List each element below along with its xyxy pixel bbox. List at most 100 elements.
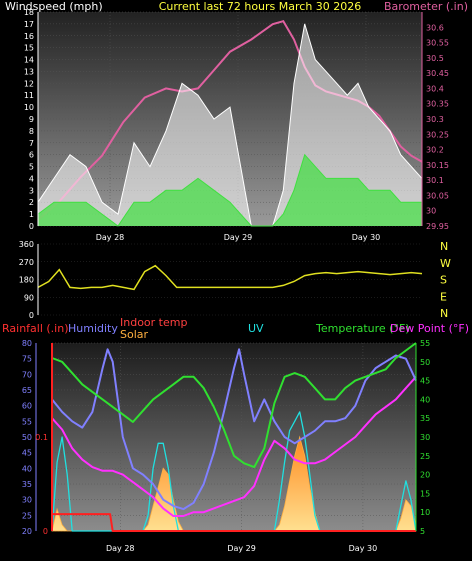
rain-tick-labels: 00.1 — [35, 433, 48, 536]
barometer-tick: 30.5 — [426, 54, 444, 63]
temp-tick: 30 — [420, 433, 430, 442]
direction-tick-labels: 0 90 180 270 360 — [19, 240, 34, 320]
barometer-axis-label: Barometer (.in) — [384, 0, 468, 13]
barometer-tick: 30.4 — [426, 84, 444, 93]
wind-axis-label: Windspeed (mph) — [5, 0, 103, 13]
wind-tick: 13 — [24, 67, 34, 76]
humidity-tick: 65 — [22, 386, 32, 395]
wind-tick: 10 — [24, 103, 34, 112]
temp-tick: 45 — [420, 377, 430, 386]
temp-tick: 5 — [420, 527, 425, 536]
wind-tick: 2 — [29, 198, 34, 207]
barometer-tick: 30.45 — [426, 69, 449, 78]
wind-x-tick: Day 30 — [352, 233, 381, 242]
series-barometer-line — [37, 20, 423, 221]
humidity-tick: 55 — [22, 417, 32, 426]
direction-panel-series — [37, 264, 423, 291]
indoor-temp-label: Indoor temp — [120, 316, 187, 329]
barometer-tick: 30.05 — [426, 191, 449, 200]
humidity-tick: 40 — [22, 464, 32, 473]
rain-tick: 0 — [43, 527, 48, 536]
humidity-label: Humidity — [68, 322, 118, 335]
wind-tick: 9 — [29, 115, 34, 124]
barometer-tick: 30.35 — [426, 100, 449, 109]
barometer-tick: 30.2 — [426, 146, 444, 155]
temp-x-tick: Day 29 — [227, 544, 256, 553]
wind-tick: 5 — [29, 163, 34, 172]
compass-label: N — [440, 240, 448, 253]
temperature-label: Temperature (°F) — [315, 322, 410, 335]
wind-x-tick-labels: Day 28 Day 29 Day 30 — [96, 233, 381, 242]
direction-tick: 270 — [19, 258, 34, 267]
temp-tick: 15 — [420, 489, 430, 498]
humidity-tick: 25 — [22, 511, 32, 520]
humidity-tick: 30 — [22, 496, 32, 505]
wind-tick: 16 — [24, 32, 34, 41]
barometer-tick: 30 — [426, 207, 436, 216]
direction-tick: 90 — [24, 293, 34, 302]
wind-tick: 14 — [24, 56, 34, 65]
temp-tick: 55 — [420, 339, 430, 348]
temp-x-tick-labels: Day 28 Day 29 Day 30 — [106, 544, 377, 553]
wind-tick: 3 — [29, 186, 34, 195]
series-wind-average-area — [38, 154, 422, 226]
barometer-tick-labels: 29.95 30 30.05 30.1 30.15 30.2 30.25 30.3 30.35 3… — [426, 23, 449, 231]
barometer-tick: 30.25 — [426, 130, 449, 139]
wind-tick: 17 — [24, 20, 34, 29]
temp-tick: 50 — [420, 358, 430, 367]
compass-label: W — [440, 257, 451, 270]
uv-label: UV — [248, 322, 264, 335]
wind-tick: 6 — [29, 151, 34, 160]
humidity-tick: 75 — [22, 355, 32, 364]
humidity-tick: 50 — [22, 433, 32, 442]
rain-tick: 0.1 — [35, 433, 48, 442]
wind-tick: 18 — [24, 8, 34, 17]
series-wind-gust-area — [38, 23, 422, 227]
series-dew-point-line — [51, 376, 417, 517]
series-wind-direction-line — [37, 264, 423, 291]
humidity-tick: 20 — [22, 527, 32, 536]
humidity-tick: 35 — [22, 480, 32, 489]
humidity-tick-labels: 20 25 30 35 40 45 50 55 60 65 70 75 80 — [22, 339, 32, 536]
chart-title: Current last 72 hours March 30 2026 — [159, 0, 362, 13]
dewpoint-label: Dew Point (°F) — [390, 322, 469, 335]
barometer-tick: 30.15 — [426, 161, 449, 170]
wind-panel-series — [37, 20, 423, 227]
temp-tick: 40 — [420, 395, 430, 404]
wind-tick: 8 — [29, 127, 34, 136]
wind-tick: 15 — [24, 44, 34, 53]
temp-x-tick: Day 30 — [349, 544, 378, 553]
direction-panel-grid — [38, 243, 422, 316]
wind-x-tick: Day 28 — [96, 233, 125, 242]
temp-panel-series — [51, 342, 417, 532]
wind-tick: 4 — [29, 174, 34, 183]
barometer-tick: 30.55 — [426, 39, 449, 48]
wind-tick: 1 — [29, 210, 34, 219]
wind-x-tick: Day 29 — [224, 233, 253, 242]
series-indoor-temp-line — [52, 513, 416, 532]
compass-label: S — [440, 274, 447, 287]
barometer-tick: 30.3 — [426, 115, 444, 124]
barometer-tick: 30.6 — [426, 23, 444, 32]
barometer-tick: 30.1 — [426, 176, 444, 185]
humidity-tick: 45 — [22, 449, 32, 458]
series-wind-average-line — [37, 153, 422, 227]
solar-label: Solar — [120, 328, 149, 341]
direction-tick: 360 — [19, 240, 34, 249]
wind-tick: 0 — [29, 222, 34, 231]
direction-tick: 180 — [19, 276, 34, 285]
temp-x-tick: Day 28 — [106, 544, 135, 553]
compass-label: N — [440, 307, 448, 320]
compass-label: E — [440, 290, 447, 303]
temp-tick: 10 — [420, 508, 430, 517]
humidity-tick: 60 — [22, 402, 32, 411]
humidity-tick: 70 — [22, 370, 32, 379]
wind-tick: 12 — [24, 79, 34, 88]
temp-tick: 25 — [420, 452, 430, 461]
temp-tick: 35 — [420, 414, 430, 423]
temp-tick: 20 — [420, 471, 430, 480]
direction-tick: 0 — [29, 311, 34, 320]
